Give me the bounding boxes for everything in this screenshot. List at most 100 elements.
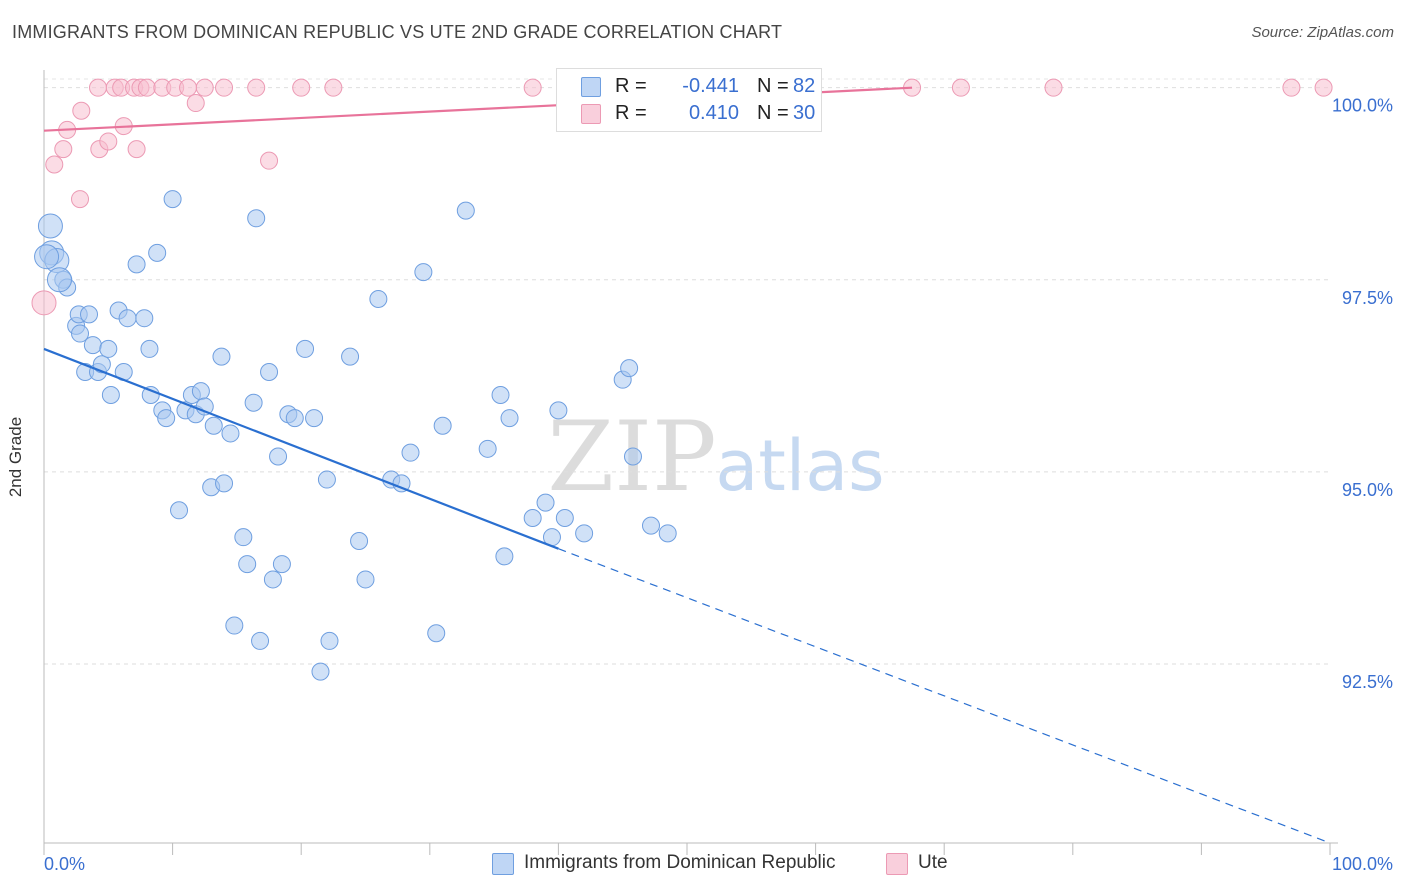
data-point-dominican	[192, 383, 209, 400]
x-tick-label: 0.0%	[44, 854, 85, 874]
data-point-dominican	[357, 571, 374, 588]
data-point-dominican	[205, 417, 222, 434]
data-point-ute	[1315, 79, 1332, 96]
data-point-ute	[1045, 79, 1062, 96]
data-point-ute	[952, 79, 969, 96]
data-point-dominican	[321, 632, 338, 649]
data-point-dominican	[261, 363, 278, 380]
legend-n-value: 30	[793, 102, 815, 125]
data-point-dominican	[492, 387, 509, 404]
bottom-legend-label: Immigrants from Dominican Republic	[524, 852, 836, 874]
data-point-ute	[248, 79, 265, 96]
data-point-dominican	[141, 340, 158, 357]
data-point-dominican	[318, 471, 335, 488]
data-point-dominican	[537, 494, 554, 511]
data-point-dominican	[216, 475, 233, 492]
data-point-dominican	[457, 202, 474, 219]
data-point-ute	[55, 141, 72, 158]
data-point-ute	[72, 191, 89, 208]
legend-n-value: 82	[793, 75, 815, 98]
y-tick-label: 95.0%	[1342, 480, 1393, 500]
legend-r-label: R =	[615, 102, 647, 125]
data-point-dominican	[415, 264, 432, 281]
scatter-chart: ZIPatlas92.5%95.0%97.5%100.0%0.0% 100.0%	[0, 0, 1406, 892]
legend-r-value: -0.441	[655, 75, 739, 98]
data-point-ute	[32, 291, 56, 315]
legend-n-label: N =	[757, 75, 789, 98]
y-tick-label: 92.5%	[1342, 672, 1393, 692]
data-point-dominican	[428, 625, 445, 642]
data-point-dominican	[286, 410, 303, 427]
data-point-ute	[46, 156, 63, 173]
data-point-dominican	[402, 444, 419, 461]
data-point-ute	[216, 79, 233, 96]
data-point-dominican	[235, 529, 252, 546]
data-point-dominican	[621, 360, 638, 377]
data-point-dominican	[659, 525, 676, 542]
data-point-ute	[325, 79, 342, 96]
data-point-dominican	[81, 306, 98, 323]
legend-n-label: N =	[757, 102, 789, 125]
data-point-ute	[196, 79, 213, 96]
data-point-dominican	[479, 440, 496, 457]
trend-line-dominican-extrapolated	[558, 549, 1330, 843]
data-point-ute	[187, 95, 204, 112]
data-point-dominican	[222, 425, 239, 442]
data-point-dominican	[226, 617, 243, 634]
data-point-ute	[100, 133, 117, 150]
x-tick-label: 100.0%	[1332, 854, 1393, 874]
data-point-dominican	[164, 191, 181, 208]
correlation-legend: R = -0.441 N = 82 R = 0.410 N = 30	[556, 68, 822, 132]
data-point-dominican	[270, 448, 287, 465]
bottom-legend-label: Ute	[918, 852, 948, 874]
data-point-dominican	[213, 348, 230, 365]
data-point-dominican	[38, 214, 62, 238]
data-point-dominican	[550, 402, 567, 419]
bottom-legend-swatch-blue	[492, 853, 514, 875]
data-point-dominican	[102, 387, 119, 404]
data-point-ute	[261, 152, 278, 169]
data-point-dominican	[351, 533, 368, 550]
data-point-dominican	[84, 337, 101, 354]
watermark-atlas: atlas	[715, 425, 884, 507]
data-point-ute	[138, 79, 155, 96]
data-point-dominican	[501, 410, 518, 427]
data-point-ute	[128, 141, 145, 158]
data-point-dominican	[297, 340, 314, 357]
data-point-dominican	[35, 245, 59, 269]
y-tick-label: 97.5%	[1342, 288, 1393, 308]
data-point-dominican	[245, 394, 262, 411]
data-point-dominican	[624, 448, 641, 465]
legend-r-label: R =	[615, 75, 647, 98]
data-point-dominican	[158, 410, 175, 427]
data-point-dominican	[264, 571, 281, 588]
y-axis-label: 2nd Grade	[6, 417, 26, 497]
data-point-dominican	[312, 663, 329, 680]
data-point-dominican	[576, 525, 593, 542]
data-point-dominican	[252, 632, 269, 649]
data-point-dominican	[239, 556, 256, 573]
legend-swatch-pink	[581, 104, 601, 124]
data-point-dominican	[136, 310, 153, 327]
bottom-legend-swatch-pink	[886, 853, 908, 875]
data-point-dominican	[149, 244, 166, 261]
data-point-dominican	[171, 502, 188, 519]
data-point-ute	[293, 79, 310, 96]
data-point-dominican	[273, 556, 290, 573]
data-point-dominican	[642, 517, 659, 534]
data-point-dominican	[248, 210, 265, 227]
data-point-dominican	[119, 310, 136, 327]
data-point-dominican	[100, 340, 117, 357]
data-point-dominican	[47, 268, 71, 292]
data-point-ute	[180, 79, 197, 96]
data-point-ute	[90, 79, 107, 96]
data-point-dominican	[306, 410, 323, 427]
data-point-dominican	[434, 417, 451, 434]
legend-swatch-blue	[581, 77, 601, 97]
data-point-ute	[73, 102, 90, 119]
data-point-dominican	[496, 548, 513, 565]
data-point-ute	[1283, 79, 1300, 96]
data-point-dominican	[370, 290, 387, 307]
data-point-dominican	[128, 256, 145, 273]
data-point-ute	[524, 79, 541, 96]
